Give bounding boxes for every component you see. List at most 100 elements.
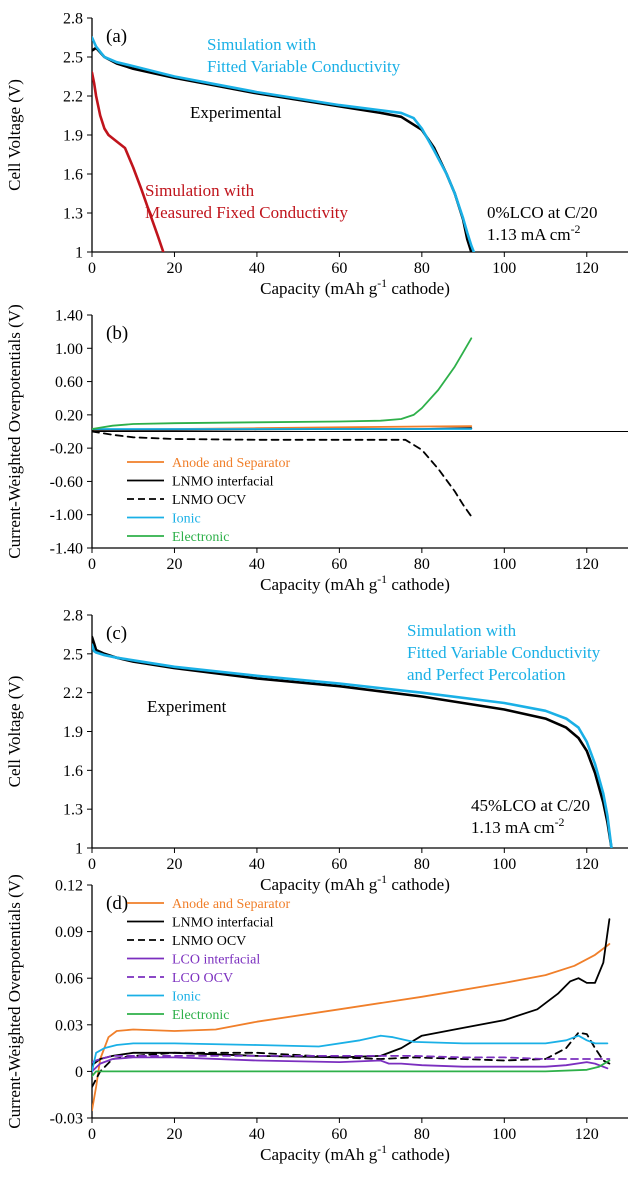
panel-d: 0 20 40 60 80 100 120 -0.03 0 0.03 0.06 0.09 0.12 Cap…: [5, 874, 628, 1164]
x-tick-label: 80: [414, 1126, 430, 1143]
y-tick-label: 1: [75, 245, 83, 262]
annotation-text: Simulation with: [407, 621, 517, 640]
x-tick-label: 20: [166, 1126, 182, 1143]
panel-letter: (d): [106, 893, 128, 914]
legend-label: Anode and Separator: [172, 456, 291, 471]
series-line-lco-ocv: [92, 1055, 611, 1063]
legend-label: LNMO OCV: [172, 934, 246, 949]
x-tick-label: 120: [575, 260, 599, 277]
x-tick-label: 100: [492, 260, 516, 277]
annotation-text: Simulation with: [145, 181, 255, 200]
series-group: [92, 36, 476, 252]
y-tick-label: 0.60: [55, 374, 83, 391]
series-line-lnmo-ocv: [92, 430, 473, 518]
x-axis-label: Capacity (mAh g-1 cathode): [260, 572, 450, 594]
y-tick-label: 0.09: [55, 924, 83, 941]
y-tick-label: 0: [75, 1064, 83, 1081]
series-line-curve-1: [92, 643, 613, 848]
series-line-lnmo-interfacial: [92, 918, 611, 1067]
y-tick-label: 2.2: [63, 685, 83, 702]
y-tick-label: 0.20: [55, 407, 83, 424]
annotation-text: 0%LCO at C/20: [487, 203, 598, 222]
series-line-curve-1: [92, 36, 476, 252]
x-tick-label: 20: [166, 260, 182, 277]
annotation-text: and Perfect Percolation: [407, 665, 566, 684]
y-tick-label: 2.5: [63, 50, 83, 67]
y-tick-label: 1: [75, 841, 83, 858]
x-tick-label: 120: [575, 556, 599, 573]
legend-label: LNMO OCV: [172, 493, 246, 508]
legend-label: Electronic: [172, 530, 230, 545]
y-axis-label: Cell Voltage (V): [5, 676, 24, 788]
panel-c: 0 20 40 60 80 100 120 1 1.3 1.6 1.9 2.2 2.5 2.8 Capaci…: [5, 608, 628, 894]
x-axis-label: Capacity (mAh g-1 cathode): [260, 276, 450, 298]
annotation-text: Simulation with: [207, 35, 317, 54]
y-tick-label: 1.00: [55, 341, 83, 358]
panel-letter: (c): [106, 623, 127, 644]
panel-letter: (b): [106, 323, 128, 344]
y-tick-label: 0.12: [55, 878, 83, 895]
annotation-text: 1.13 mA cm-2: [487, 222, 581, 244]
y-tick-label: 2.2: [63, 89, 83, 106]
series-line-anode-and-separator: [92, 943, 611, 1112]
y-tick-label: -1.00: [50, 507, 83, 524]
x-tick-label: 20: [166, 556, 182, 573]
y-tick-label: 1.6: [63, 763, 83, 780]
series-group: [92, 337, 473, 518]
annotation-text: Fitted Variable Conductivity: [407, 643, 601, 662]
x-tick-label: 0: [88, 856, 96, 873]
series-line-lco-interfacial: [92, 1056, 609, 1073]
x-tick-label: 80: [414, 556, 430, 573]
series-line-electronic: [92, 1059, 611, 1077]
y-tick-label: 0.03: [55, 1017, 83, 1034]
y-tick-label: 2.8: [63, 608, 83, 625]
legend-label: Electronic: [172, 1008, 230, 1023]
series-line-lnmo-ocv: [92, 1031, 611, 1088]
legend-label: Anode and Separator: [172, 897, 291, 912]
x-tick-label: 0: [88, 1126, 96, 1143]
y-tick-label: 1.9: [63, 724, 83, 741]
legend: Anode and Separator LNMO interfacial LNMO …: [127, 456, 291, 545]
x-tick-label: 100: [492, 1126, 516, 1143]
x-tick-label: 60: [331, 260, 347, 277]
series-group: [92, 635, 613, 848]
legend-label: LNMO interfacial: [172, 475, 274, 490]
x-tick-label: 60: [331, 856, 347, 873]
y-tick-label: -0.03: [50, 1111, 83, 1128]
x-tick-label: 100: [492, 556, 516, 573]
panel-b: 0 20 40 60 80 100 120 -1.40 -1.00 -0.60 -0.20 0.20 0…: [5, 304, 628, 594]
x-tick-label: 0: [88, 556, 96, 573]
x-tick-label: 120: [575, 856, 599, 873]
annotation-text: Fitted Variable Conductivity: [207, 57, 401, 76]
series-group: [92, 918, 611, 1112]
x-axis-label: Capacity (mAh g-1 cathode): [260, 1142, 450, 1164]
y-tick-label: -0.20: [50, 441, 83, 458]
legend-label: LNMO interfacial: [172, 916, 274, 931]
x-tick-label: 80: [414, 856, 430, 873]
panel-a: 0 20 40 60 80 100 120 1 1.3 1.6 1.9 2.2 2.5 2.8 Capaci…: [5, 11, 628, 298]
legend-label: Ionic: [172, 990, 201, 1005]
series-line-electronic: [92, 337, 473, 430]
y-tick-label: -1.40: [50, 541, 83, 558]
y-tick-label: 1.40: [55, 308, 83, 325]
x-tick-label: 40: [249, 556, 265, 573]
annotation-text: Experimental: [190, 103, 282, 122]
x-tick-label: 40: [249, 260, 265, 277]
y-axis-label: Cell Voltage (V): [5, 79, 24, 191]
panel-letter: (a): [106, 26, 127, 47]
series-line-ionic: [92, 1034, 609, 1073]
y-tick-label: 1.6: [63, 167, 83, 184]
y-tick-label: 2.8: [63, 11, 83, 28]
legend-label: Ionic: [172, 512, 201, 527]
legend: Anode and Separator LNMO interfacial LNMO …: [127, 897, 291, 1023]
y-tick-label: 1.3: [63, 802, 83, 819]
annotation-text: Measured Fixed Conductivity: [145, 203, 349, 222]
annotation-text: Experiment: [147, 697, 227, 716]
y-tick-label: 0.06: [55, 971, 83, 988]
series-line-curve-2: [92, 71, 165, 252]
x-tick-label: 40: [249, 856, 265, 873]
legend-label: LCO OCV: [172, 971, 233, 986]
y-tick-label: 1.9: [63, 128, 83, 145]
annotation-text: 45%LCO at C/20: [471, 796, 590, 815]
